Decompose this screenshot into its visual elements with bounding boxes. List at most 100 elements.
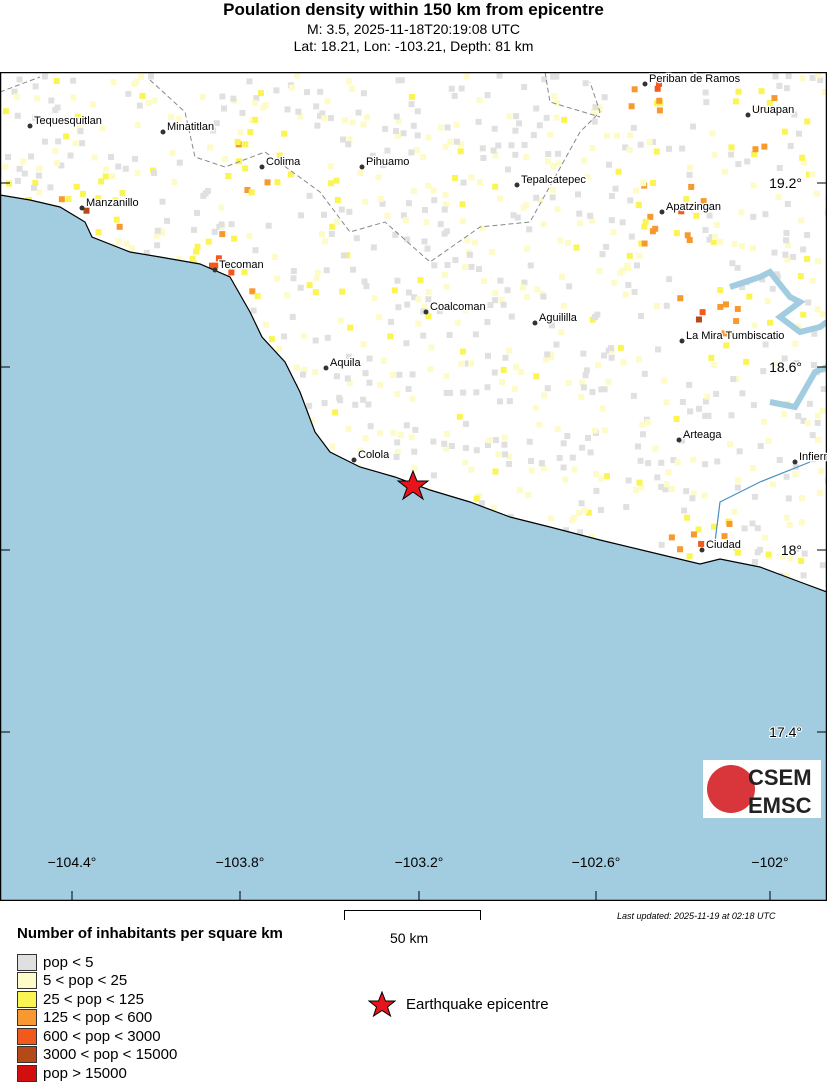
density-cell: [498, 296, 505, 303]
density-cell: [811, 330, 818, 337]
density-cell: [392, 231, 399, 238]
density-cell: [464, 237, 471, 244]
density-cell: [218, 221, 225, 228]
density-cell: [571, 514, 578, 521]
density-cell: [540, 464, 547, 471]
density-cell: [361, 278, 368, 285]
density-cell: [820, 386, 827, 393]
density-cell: [403, 422, 410, 429]
density-cell: [679, 398, 686, 405]
density-cell: [218, 204, 225, 211]
density-cell: [499, 379, 506, 386]
density-cell: [228, 269, 235, 276]
density-cell: [457, 148, 464, 155]
density-cell: [447, 138, 454, 145]
density-cell: [441, 230, 448, 237]
city-marker: Infiernillo: [792, 450, 827, 465]
population-map[interactable]: Periban de Ramos Uruapan Tequesquitlan Mina…: [0, 72, 827, 901]
density-cell: [250, 307, 257, 314]
density-cell: [409, 371, 416, 378]
density-cell: [221, 105, 228, 112]
density-cell: [268, 336, 275, 343]
density-cell: [128, 245, 135, 252]
density-cell: [248, 189, 255, 196]
density-cell: [783, 514, 790, 521]
density-cell: [312, 289, 319, 296]
density-cell: [460, 179, 467, 186]
density-cell: [819, 311, 826, 318]
density-cell: [32, 83, 39, 90]
density-cell: [806, 400, 813, 407]
density-cell: [221, 156, 228, 163]
density-cell: [496, 72, 503, 79]
density-cell: [705, 412, 712, 419]
city-marker: Colima: [259, 155, 302, 170]
density-cell: [776, 164, 783, 171]
density-cell: [644, 419, 651, 426]
density-cell: [541, 392, 548, 399]
density-cell: [320, 211, 327, 218]
density-cell: [784, 200, 791, 207]
density-cell: [695, 526, 702, 533]
density-cell: [532, 404, 539, 411]
density-cell: [792, 340, 799, 347]
city-label: Ciudad: [706, 539, 741, 551]
density-cell: [573, 244, 580, 251]
density-cell: [606, 161, 613, 168]
density-cell: [656, 107, 663, 114]
density-cell: [662, 486, 669, 493]
density-cell: [551, 92, 558, 99]
density-cell: [13, 93, 20, 100]
density-cell: [421, 207, 428, 214]
density-cell: [556, 454, 563, 461]
density-cell: [414, 132, 421, 139]
density-cell: [420, 308, 427, 315]
density-cell: [528, 458, 535, 465]
density-cell: [800, 246, 807, 253]
density-cell: [402, 217, 409, 224]
density-cell: [451, 92, 458, 99]
density-cell: [765, 437, 772, 444]
density-cell: [506, 398, 513, 405]
density-cell: [72, 140, 79, 147]
density-cell: [578, 500, 585, 507]
legend-label: pop > 15000: [43, 1064, 127, 1082]
density-cell: [512, 127, 519, 134]
density-cell: [599, 405, 606, 412]
density-cell: [456, 413, 463, 420]
density-cell: [14, 177, 21, 184]
density-cell: [541, 76, 548, 83]
density-cell: [32, 114, 39, 121]
density-cell: [542, 356, 549, 363]
density-cell: [328, 230, 335, 237]
density-cell: [766, 100, 773, 107]
legend-label: 5 < pop < 25: [43, 972, 128, 989]
density-cell: [508, 142, 515, 149]
density-cell: [591, 427, 598, 434]
density-cell: [798, 495, 805, 502]
density-cell: [357, 447, 364, 454]
density-cell: [502, 354, 509, 361]
density-cell: [228, 221, 235, 228]
density-cell: [151, 97, 158, 104]
density-cell: [484, 442, 491, 449]
density-cell: [471, 239, 478, 246]
density-cell: [314, 122, 321, 129]
density-cell: [36, 165, 43, 172]
density-cell: [171, 179, 178, 186]
density-cell: [312, 337, 319, 344]
density-cell: [164, 217, 171, 224]
density-cell: [63, 133, 70, 140]
density-cell: [175, 116, 182, 123]
density-cell: [781, 128, 788, 135]
density-cell: [237, 129, 244, 136]
density-cell: [367, 423, 374, 430]
density-cell: [276, 345, 283, 352]
density-cell: [622, 291, 629, 298]
density-cell: [405, 289, 412, 296]
density-cell: [377, 381, 384, 388]
density-cell: [281, 130, 288, 137]
density-cell: [103, 166, 110, 173]
density-cell: [210, 127, 217, 134]
density-cell: [699, 309, 706, 316]
